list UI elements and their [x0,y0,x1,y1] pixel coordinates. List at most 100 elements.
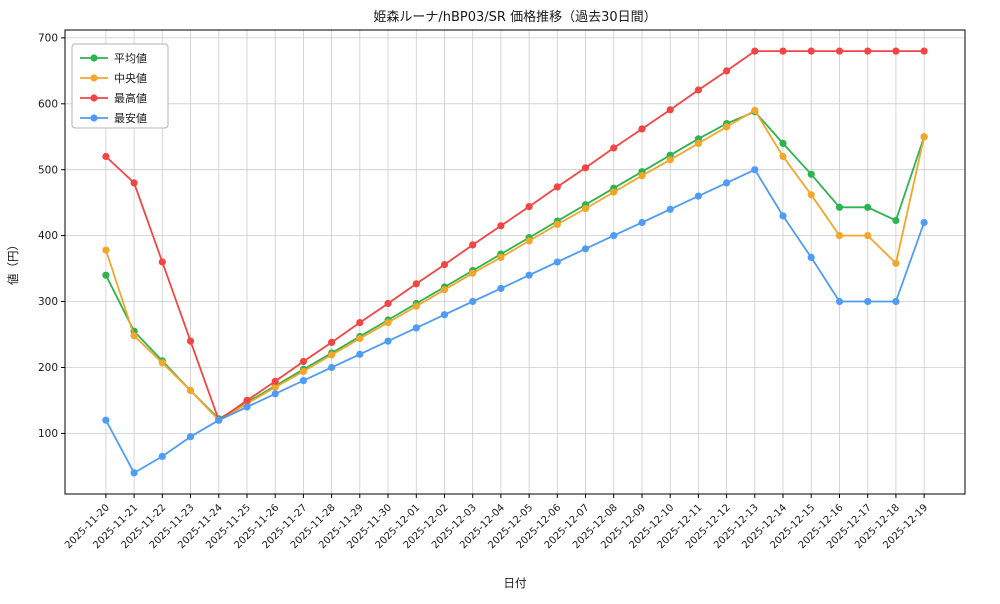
data-point-lowest [412,324,420,332]
data-point-median [299,367,307,375]
data-point-median [581,205,590,213]
data-point-average [892,216,900,225]
data-point-median [892,259,900,267]
data-point-lowest [271,390,279,398]
data-point-lowest [835,297,844,306]
data-point-highest [186,337,195,345]
data-point-average [779,139,787,147]
data-point-lowest [299,377,307,385]
x-axis-label: 日付 [504,576,527,590]
data-point-lowest [723,179,731,187]
data-point-highest [581,164,590,172]
y-axis-label: 値（円） [6,239,20,285]
series-median [102,106,928,424]
data-point-lowest [440,311,449,319]
data-point-median [723,123,731,131]
legend-label-highest: 最高値 [114,91,147,105]
data-point-median [412,302,420,310]
data-point-median [835,232,844,240]
data-point-median [328,351,336,359]
legend-label-lowest: 最安値 [114,111,147,125]
data-point-highest [356,319,364,327]
data-point-median [186,386,195,395]
data-point-highest [610,144,618,152]
data-point-median [158,359,166,367]
chart-title: 姫森ルーナ/hBP03/SR 価格推移（過去30日間） [373,9,656,25]
legend-marker-average [90,54,98,62]
data-point-lowest [215,416,223,424]
data-point-median [864,232,872,240]
data-point-highest [807,47,815,55]
legend-label-median: 中央値 [114,72,147,85]
data-point-highest [384,299,392,308]
data-point-highest [553,183,561,191]
data-point-highest [412,280,420,288]
axes-border [64,29,966,495]
data-point-lowest [328,363,336,372]
data-point-highest [920,47,928,55]
data-point-lowest [638,218,646,227]
data-point-highest [271,377,279,385]
data-point-lowest [892,297,900,306]
y-tick-label: 300 [38,296,58,308]
data-point-highest [328,338,336,346]
data-point-lowest [243,403,251,411]
y-axis: 100 200 300 400 500 600 700 [38,33,65,440]
data-point-average [102,271,110,279]
data-point-lowest [581,245,590,253]
data-point-lowest [864,297,872,306]
data-point-lowest [610,232,618,240]
data-point-median [694,139,703,147]
data-point-median [751,106,759,114]
series-lowest [102,166,928,477]
x-axis: 2025-11-202025-11-212025-11-222025-11-23… [63,494,930,551]
data-point-lowest [186,433,195,441]
data-point-lowest [553,258,561,266]
data-point-lowest [525,271,533,279]
data-point-median [807,191,815,199]
data-point-lowest [751,166,759,174]
data-point-highest [723,67,731,75]
data-point-lowest [497,284,505,292]
data-point-average [864,203,872,211]
data-point-highest [779,47,787,55]
data-point-lowest [102,416,110,424]
data-point-highest [102,152,110,161]
y-tick-label: 700 [38,33,58,45]
data-point-highest [243,396,251,404]
data-point-highest [158,258,166,266]
legend-marker-highest [90,94,98,102]
y-tick-label: 100 [38,428,58,440]
data-point-median [553,220,561,228]
data-point-lowest [920,218,928,227]
data-point-lowest [694,192,703,200]
data-point-median [356,334,364,343]
legend-label-average: 平均値 [114,52,147,65]
y-tick-label: 200 [38,362,58,374]
data-point-lowest [158,452,166,460]
data-point-lowest [384,337,392,345]
legend-marker-median [90,74,98,82]
data-point-highest [864,47,872,55]
data-point-highest [299,357,307,366]
data-point-median [610,188,618,196]
data-point-highest [440,261,449,269]
data-point-lowest [130,469,138,477]
data-point-median [920,133,928,141]
y-tick-label: 400 [38,230,58,242]
data-point-median [384,319,392,327]
data-point-median [130,332,138,340]
data-point-highest [497,222,505,230]
data-point-median [497,253,505,261]
y-tick-label: 600 [38,98,58,110]
data-point-lowest [807,253,815,261]
data-point-highest [638,125,646,133]
data-point-lowest [469,297,477,306]
data-point-highest [694,86,703,94]
data-point-lowest [356,350,364,358]
plot-area [65,30,965,494]
data-point-lowest [666,205,674,213]
